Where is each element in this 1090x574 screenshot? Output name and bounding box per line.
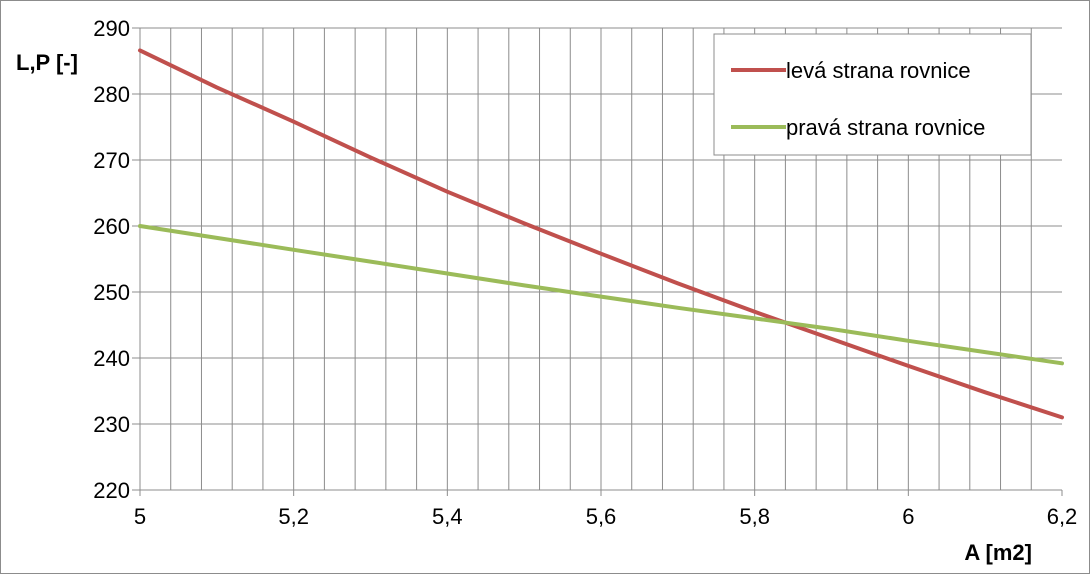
x-tick-label: 5,4 xyxy=(432,504,463,529)
x-axis-title: A [m2] xyxy=(964,540,1032,565)
x-tick-label: 6,2 xyxy=(1047,504,1078,529)
y-tick-label: 270 xyxy=(93,148,130,173)
x-tick-labels: 5 5,2 5,4 5,6 5,8 6 6,2 xyxy=(134,504,1077,529)
x-tick-label: 5 xyxy=(134,504,146,529)
y-axis-title: L,P [-] xyxy=(16,50,78,75)
series-line-prava xyxy=(138,224,1064,366)
x-tick-label: 5,8 xyxy=(739,504,770,529)
x-tick-label: 5,6 xyxy=(586,504,617,529)
y-tick-label: 280 xyxy=(93,82,130,107)
y-tick-label: 290 xyxy=(93,16,130,41)
legend-label-leva: levá strana rovnice xyxy=(786,58,971,83)
y-tick-label: 240 xyxy=(93,346,130,371)
y-tick-labels: 220 230 240 250 260 270 280 290 xyxy=(93,16,130,503)
y-tick-label: 220 xyxy=(93,478,130,503)
y-tick-label: 250 xyxy=(93,280,130,305)
y-tick-label: 260 xyxy=(93,214,130,239)
legend: levá strana rovnice pravá strana rovnice xyxy=(713,33,1032,156)
legend-label-prava: pravá strana rovnice xyxy=(786,115,985,140)
x-tick-label: 5,2 xyxy=(278,504,309,529)
series-lines xyxy=(138,48,1064,420)
series-line-leva xyxy=(138,48,1064,420)
axes xyxy=(139,28,1062,491)
x-tick-label: 6 xyxy=(902,504,914,529)
y-tick-label: 230 xyxy=(93,412,130,437)
legend-box xyxy=(713,33,1032,156)
